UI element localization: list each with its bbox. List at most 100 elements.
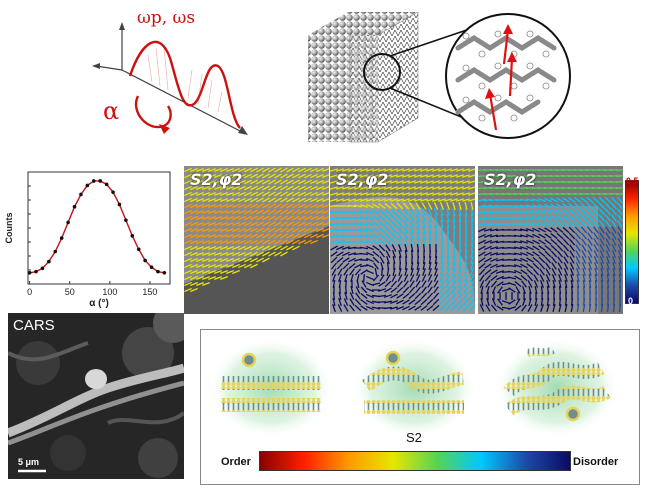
orientation-vector [415,208,421,216]
orientation-vector [220,174,228,178]
orientation-vector [365,180,375,184]
orientation-vector [550,233,558,239]
orientation-vector [214,264,222,268]
orientation-vector [562,220,570,228]
orientation-vector [232,233,240,239]
orientation-vector [322,186,329,191]
orientation-vector [274,251,282,257]
orientation-vector [461,174,471,178]
orientation-vector [359,264,369,268]
orientation-vector [402,293,410,299]
orientation-vector [616,196,623,204]
orientation-vector [226,197,234,203]
orientation-vector [359,174,369,178]
orientation-vector [478,227,486,233]
orientation-vector [575,244,581,252]
orientation-vector [226,227,234,233]
orientation-vector [196,263,204,269]
orientation-vector [184,197,192,203]
orientation-vector [335,192,345,196]
orientation-vector [366,209,374,215]
x-tick-label: 150 [142,287,157,297]
orientation-vector [244,227,252,233]
orientation-vector [353,204,363,208]
orientation-vector [415,220,421,228]
orientation-vector [184,167,192,173]
orientation-vector [464,255,468,265]
orientation-vector [262,221,270,227]
orientation-vector [384,287,392,293]
orientation-vector [592,196,600,204]
orientation-vector [343,304,349,312]
orientation-vector [322,168,329,173]
orientation-vector [455,198,465,202]
orientation-vector [298,203,306,209]
orientation-vector [310,203,318,209]
orientation-vector [274,197,282,203]
orientation-vector [419,198,429,202]
orientation-vector [274,203,282,209]
orientation-vector [365,186,375,190]
orientation-vector [226,245,234,251]
orientation-vector [600,273,604,283]
orientation-vector [599,238,605,246]
orientation-vector [426,298,434,306]
orientation-vector [208,168,216,172]
orientation-vector [359,234,369,238]
orientation-vector [586,220,594,228]
disordered-membrane-glow [495,338,619,438]
orientation-vector [490,275,498,281]
orientation-vector [196,257,204,263]
orientation-vector [531,210,541,214]
orientation-vector [226,233,234,239]
orientation-vector [489,240,499,244]
orientation-vector [280,245,288,251]
orientation-vector [202,276,210,280]
orientation-vector [483,234,493,238]
orientation-vector [531,198,541,202]
polarization-schematic [92,22,248,135]
orientation-vector [396,208,404,216]
orientation-vector [337,268,343,276]
orientation-vector [214,198,222,202]
orientation-vector [617,244,623,252]
orientation-vector [262,209,270,215]
orientation-vector [256,251,264,257]
orientation-vector [409,232,415,240]
orientation-vector [525,222,535,226]
orientation-vector [576,279,580,289]
orientation-vector [556,238,564,246]
orientation-vector [463,298,469,306]
orientation-vector [366,293,374,299]
orientation-vector [244,257,252,263]
axis-arrow-diagonal-icon [238,126,248,135]
orientation-vector [484,257,492,263]
orientation-vector [451,286,457,294]
orientation-vector [443,174,453,178]
orientation-vector [407,180,417,184]
orientation-vector [336,251,344,257]
orientation-vector [354,298,362,306]
orientation-vector [310,185,318,191]
orientation-vector [433,202,439,210]
orientation-vector [507,241,517,243]
orientation-vector [268,179,276,185]
orientation-vector [495,270,505,274]
orientation-vector [383,192,393,196]
orientation-vector [396,286,404,294]
orientation-vector [366,299,374,305]
orientation-vector [386,256,390,264]
orientation-vector [360,292,368,300]
orientation-vector [395,198,405,202]
orientation-vector [469,274,475,282]
orientation-vector [214,192,222,196]
orientation-vector [330,251,338,257]
orientation-vector [469,286,475,294]
orientation-vector [507,252,517,256]
orientation-vector [262,227,270,233]
orientation-vector [392,250,396,258]
cube-top-face [308,12,418,35]
orientation-vector [427,202,433,210]
orientation-vector [371,168,381,172]
orientation-vector [332,297,336,307]
